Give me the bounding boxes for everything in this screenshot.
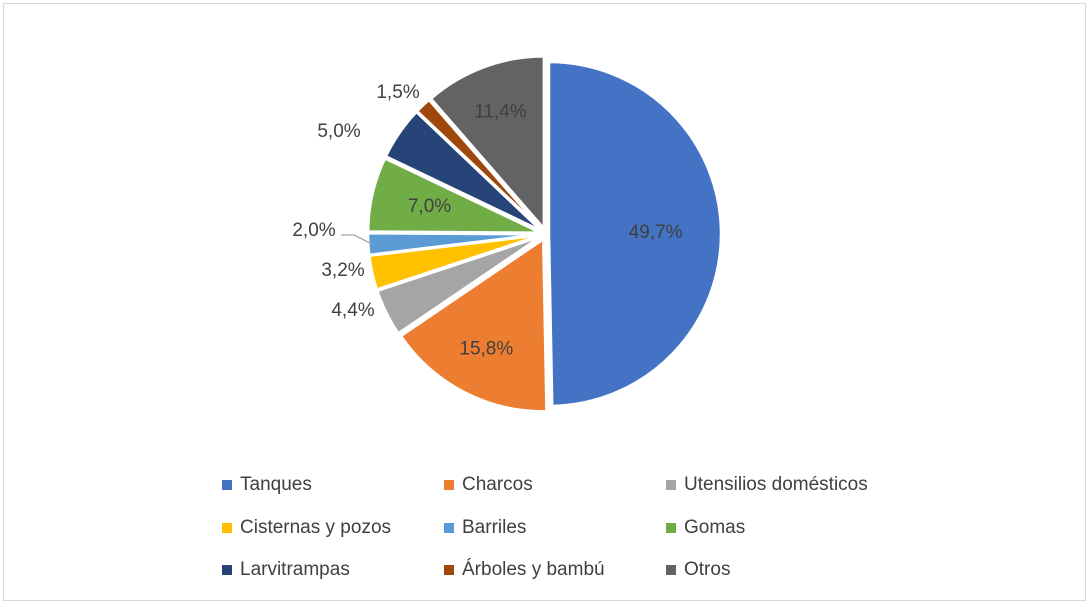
data-label-4: 2,0% — [292, 220, 335, 241]
legend-swatch — [222, 522, 232, 533]
pie-slice-otros — [429, 55, 546, 230]
legend-item: Charcos — [444, 470, 533, 500]
legend-item: Gomas — [666, 513, 745, 543]
pie-slice-arboles-y-bambu — [415, 98, 544, 231]
legend-swatch — [444, 480, 454, 490]
data-label-5: 7,0% — [408, 196, 451, 217]
legend-swatch — [666, 480, 676, 490]
legend-item: Cisternas y pozos — [222, 513, 391, 543]
legend-swatch — [222, 565, 232, 575]
legend-swatch — [666, 522, 676, 533]
legend-row: Cisternas y pozos Barriles Gomas — [222, 513, 982, 556]
legend-row: Larvitrampas Árboles y bambú Otros — [222, 555, 982, 598]
data-label-3: 3,2% — [321, 260, 364, 281]
legend-label: Gomas — [684, 516, 746, 538]
data-label-6: 5,0% — [317, 121, 360, 142]
legend-label: Utensilios domésticos — [684, 474, 868, 495]
data-label-8: 11,4% — [474, 101, 527, 122]
legend-swatch — [222, 480, 232, 490]
data-label-7: 1,5% — [376, 82, 419, 103]
pie-slice-barriles — [366, 232, 542, 257]
legend-row: Tanques Charcos Utensilios domésticos — [222, 470, 982, 513]
legend-label: Charcos — [462, 474, 533, 495]
legend-item: Otros — [666, 555, 730, 585]
legend-label: Tanques — [240, 474, 312, 495]
legend-label: Otros — [684, 559, 731, 580]
legend-swatch — [444, 522, 454, 533]
legend-item: Árboles y bambú — [444, 555, 605, 585]
legend-item: Utensilios domésticos — [666, 470, 868, 500]
data-label-2: 4,4% — [331, 300, 374, 321]
legend-label: Larvitrampas — [240, 559, 350, 580]
legend-swatch — [444, 565, 454, 575]
data-label-1: 15,8% — [459, 338, 513, 359]
pie-slice-tanques — [547, 60, 723, 408]
pie-slice-utensilios-domesticos — [376, 235, 542, 335]
legend-item: Barriles — [444, 513, 526, 543]
legend-item: Tanques — [222, 470, 312, 500]
leader-line-4 — [341, 234, 373, 245]
pie-slice-gomas — [366, 157, 542, 234]
data-label-0: 49,7% — [629, 222, 683, 243]
legend-swatch — [666, 565, 676, 575]
legend-item: Larvitrampas — [222, 555, 350, 585]
legend-label: Árboles y bambú — [462, 559, 605, 580]
legend-label: Cisternas y pozos — [240, 516, 392, 538]
legend-label: Barriles — [462, 516, 527, 538]
pie-slice-charcos — [399, 238, 548, 413]
chart-legend: Tanques Charcos Utensilios domésticos Ciste… — [222, 470, 982, 598]
